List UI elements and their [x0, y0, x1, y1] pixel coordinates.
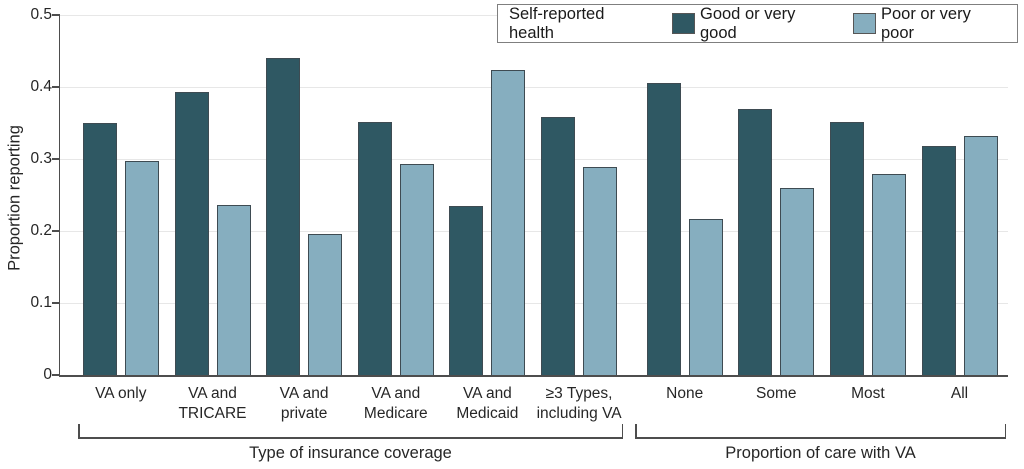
bar — [216, 205, 251, 375]
y-tick-label: 0.5 — [30, 6, 52, 23]
legend-title: Self-reported health — [509, 4, 605, 42]
x-category-label: None — [666, 385, 704, 402]
bar — [646, 82, 681, 375]
x-axis-line — [58, 375, 1008, 377]
group-bracket-end — [621, 424, 623, 437]
y-tick-label: 0.1 — [30, 294, 52, 311]
y-axis-tick — [52, 158, 60, 160]
y-axis-tick — [52, 14, 60, 16]
bar — [491, 69, 526, 375]
bar — [266, 58, 301, 375]
x-group-label: Type of insurance coverage — [249, 444, 452, 462]
x-category-label: ≥3 Types, including VA — [536, 385, 622, 422]
x-category-label: Most — [851, 385, 885, 402]
gridline — [60, 158, 1008, 160]
legend: Self-reported health Good or very good P… — [497, 4, 1018, 43]
gridline — [60, 302, 1008, 304]
legend-label-good: Good or very good — [700, 4, 796, 42]
x-category-label: VA and Medicare — [363, 385, 428, 422]
x-category-label: VA and TRICARE — [178, 385, 247, 422]
x-category-label: VA only — [95, 385, 147, 402]
bar — [963, 135, 998, 375]
group-bracket-end — [635, 424, 637, 437]
group-bracket — [78, 437, 623, 439]
gridline — [60, 230, 1008, 232]
bar — [829, 121, 864, 375]
x-category-label: Some — [756, 385, 797, 402]
y-axis-title: Proportion reporting — [5, 125, 24, 271]
group-bracket-end — [78, 424, 80, 437]
gridline — [60, 86, 1008, 88]
group-bracket-end — [1004, 424, 1006, 437]
bar — [174, 92, 209, 375]
bar — [921, 146, 956, 375]
bar — [399, 164, 434, 375]
y-tick-label: 0.4 — [30, 78, 52, 95]
bar — [541, 117, 576, 375]
bar — [308, 233, 343, 375]
group-bracket — [635, 437, 1006, 439]
bar — [871, 174, 906, 375]
bar — [449, 205, 484, 375]
y-axis-tick — [52, 230, 60, 232]
y-axis-tick — [52, 302, 60, 304]
bar — [780, 187, 815, 375]
y-tick-label: 0 — [43, 366, 52, 383]
bar — [124, 161, 159, 375]
bar — [357, 121, 392, 375]
legend-swatch-poor — [852, 13, 876, 34]
legend-swatch-good — [672, 13, 695, 34]
y-tick-label: 0.3 — [30, 150, 52, 167]
x-group-label: Proportion of care with VA — [725, 444, 916, 462]
x-category-label: All — [950, 385, 969, 402]
x-category-label: VA and Medicaid — [456, 385, 519, 422]
y-tick-label: 0.2 — [30, 222, 52, 239]
y-axis-line — [58, 15, 60, 377]
bar — [688, 219, 723, 375]
y-axis-tick — [52, 374, 60, 376]
y-axis-tick — [52, 86, 60, 88]
legend-label-poor: Poor or very poor — [880, 4, 971, 42]
x-category-label: VA and private — [279, 385, 329, 422]
bar — [583, 166, 618, 375]
bar — [82, 123, 117, 375]
bar — [738, 108, 773, 375]
